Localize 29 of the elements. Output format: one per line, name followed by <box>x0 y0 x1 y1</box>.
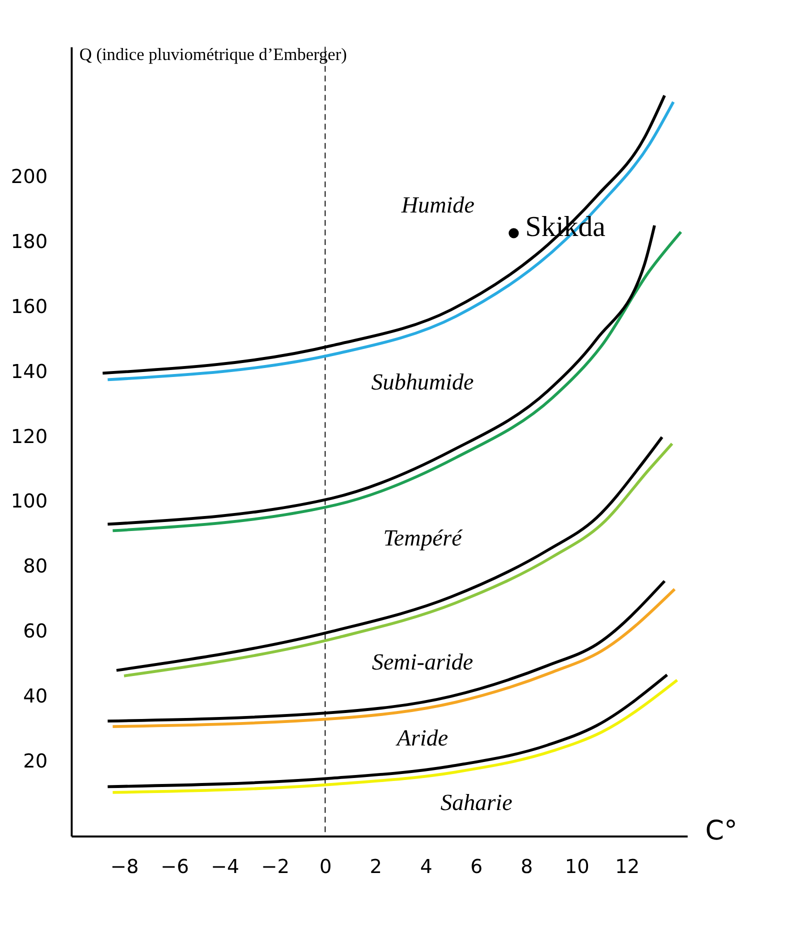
x-tick-label: 6 <box>470 855 483 878</box>
annotation: Subhumide <box>371 368 474 394</box>
y-tick-label: 200 <box>10 164 48 188</box>
y-axis-title: Q (indice pluviométrique d’Emberger) <box>79 44 347 64</box>
y-tick-label: 120 <box>10 424 48 448</box>
x-tick-label: −6 <box>160 855 189 878</box>
x-tick-label: 10 <box>564 855 590 878</box>
x-axis-title: C° <box>705 815 738 846</box>
x-tick-label: 12 <box>615 855 640 878</box>
y-tick-label: 80 <box>23 554 48 578</box>
annotation: Aride <box>394 724 448 751</box>
annotation: Semi-aride <box>372 648 474 674</box>
x-tick-label: −4 <box>210 855 240 878</box>
x-tick-label: 4 <box>420 855 432 878</box>
x-tick-label: −2 <box>261 855 290 878</box>
y-tick-label: 60 <box>23 620 48 643</box>
x-tick-label: 0 <box>320 855 332 878</box>
annotation: Humide <box>400 191 474 218</box>
x-tick-label: −8 <box>110 855 139 878</box>
y-tick-label: 160 <box>10 294 48 318</box>
annotation: Tempéré <box>383 524 464 550</box>
x-tick-label: 8 <box>520 855 533 878</box>
y-tick-label: 40 <box>23 684 48 708</box>
x-tick-label: 2 <box>370 855 382 878</box>
y-tick-label: 180 <box>10 230 48 253</box>
y-tick-label: 100 <box>10 490 48 513</box>
y-tick-label: 20 <box>23 750 48 773</box>
y-tick-label: 140 <box>10 360 48 383</box>
annotation: Saharie <box>440 789 512 816</box>
